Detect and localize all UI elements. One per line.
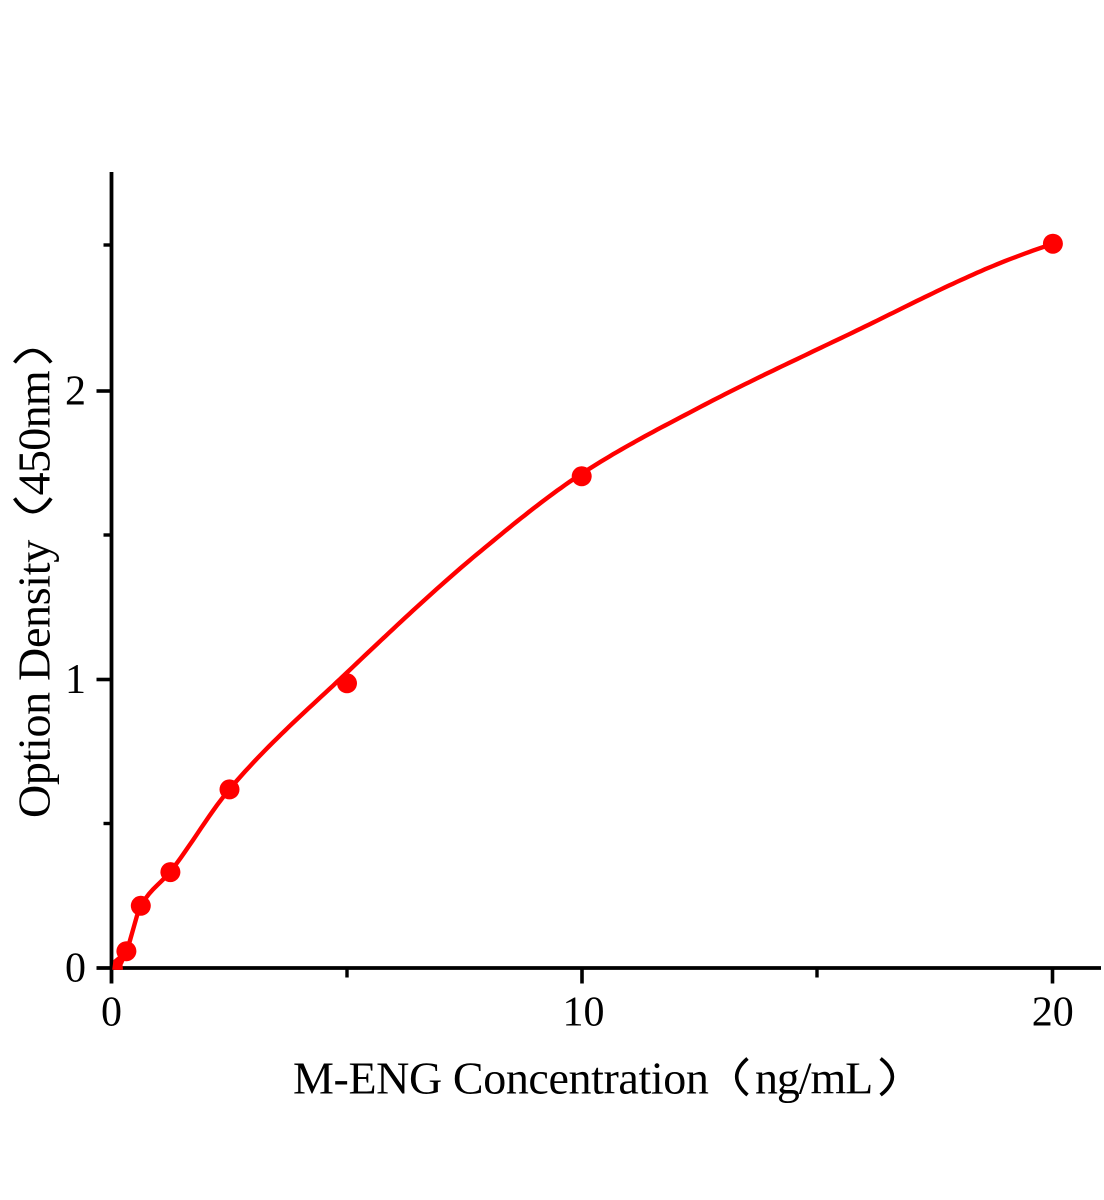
svg-text:10: 10 <box>563 990 605 1036</box>
svg-text:ng/mL: ng/mL <box>755 1053 872 1104</box>
svg-text:2: 2 <box>65 369 86 415</box>
svg-text:450nm: 450nm <box>9 370 60 495</box>
svg-text:Option Density: Option Density <box>9 540 60 818</box>
svg-text:M-ENG Concentration: M-ENG Concentration <box>293 1053 709 1104</box>
svg-text:20: 20 <box>1032 990 1074 1036</box>
svg-text:0: 0 <box>101 990 122 1036</box>
svg-text:1: 1 <box>65 657 86 703</box>
svg-text:0: 0 <box>65 946 86 992</box>
